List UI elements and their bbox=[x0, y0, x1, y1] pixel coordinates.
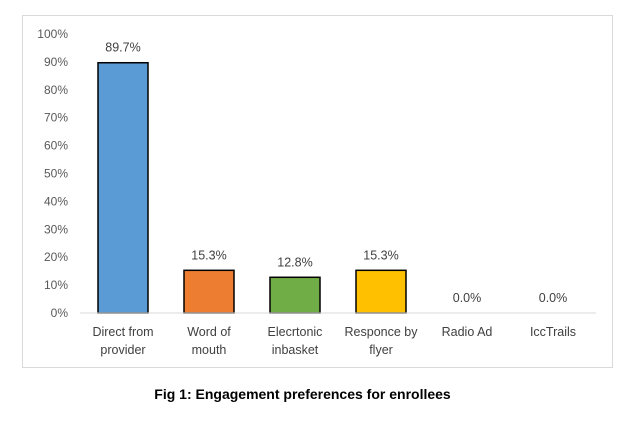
x-tick-label: Word of bbox=[187, 325, 231, 339]
x-tick-label: Responce by bbox=[345, 325, 419, 339]
x-tick-label: mouth bbox=[192, 343, 227, 357]
data-label: 0.0% bbox=[539, 291, 568, 305]
x-tick-label: flyer bbox=[369, 343, 393, 357]
y-tick-label: 50% bbox=[44, 167, 68, 181]
y-tick-label: 60% bbox=[44, 139, 68, 153]
bar bbox=[183, 269, 235, 314]
x-tick-label: Direct from bbox=[92, 325, 153, 339]
x-tick-label: Radio Ad bbox=[442, 325, 493, 339]
data-label: 15.3% bbox=[363, 248, 398, 262]
x-tick-label: IccTrails bbox=[530, 325, 576, 339]
chart-frame bbox=[22, 15, 613, 368]
y-tick-label: 70% bbox=[44, 111, 68, 125]
y-tick-label: 10% bbox=[44, 278, 68, 292]
bar bbox=[269, 276, 321, 314]
y-tick-label: 90% bbox=[44, 55, 68, 69]
data-label: 0.0% bbox=[453, 291, 482, 305]
y-tick-label: 30% bbox=[44, 222, 68, 236]
y-tick-label: 0% bbox=[51, 306, 69, 320]
data-label: 12.8% bbox=[277, 255, 312, 269]
y-tick-label: 20% bbox=[44, 250, 68, 264]
figure-caption: Fig 1: Engagement preferences for enroll… bbox=[154, 386, 451, 402]
y-tick-label: 40% bbox=[44, 194, 68, 208]
y-tick-label: 80% bbox=[44, 83, 68, 97]
bar bbox=[355, 269, 407, 314]
x-tick-label: Elecrtonic bbox=[268, 325, 323, 339]
x-tick-label: provider bbox=[100, 343, 145, 357]
data-label: 89.7% bbox=[105, 41, 140, 55]
y-tick-label: 100% bbox=[37, 27, 68, 41]
x-tick-label: inbasket bbox=[272, 343, 319, 357]
data-label: 15.3% bbox=[191, 248, 226, 262]
bar bbox=[97, 61, 149, 314]
